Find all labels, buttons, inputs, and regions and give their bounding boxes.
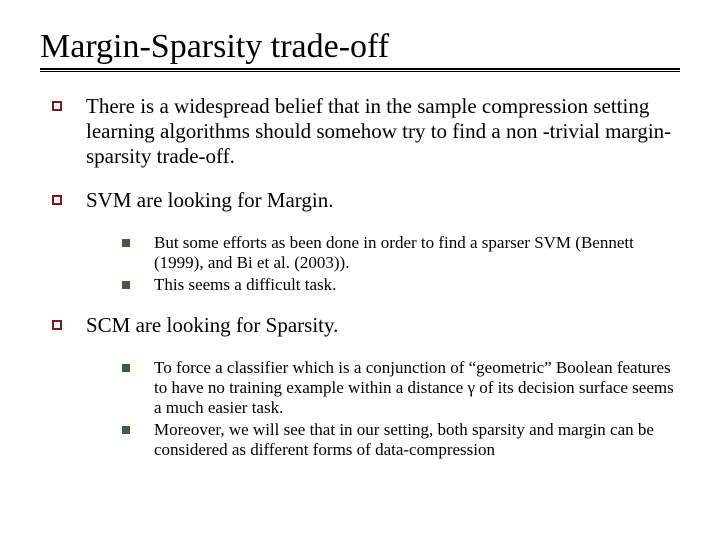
sub-bullet-text: Moreover, we will see that in our settin… xyxy=(154,420,680,460)
solid-square-icon xyxy=(122,364,130,372)
bullet-item: SCM are looking for Sparsity. xyxy=(40,313,680,338)
sub-bullet-text: To force a classifier which is a conjunc… xyxy=(154,358,680,418)
bullet-text: There is a widespread belief that in the… xyxy=(86,94,680,168)
bullet-text: SCM are looking for Sparsity. xyxy=(86,313,680,338)
sub-bullet-group: But some efforts as been done in order t… xyxy=(40,233,680,295)
hollow-square-icon xyxy=(52,195,62,205)
hollow-square-icon xyxy=(52,101,62,111)
slide-title: Margin-Sparsity trade-off xyxy=(40,28,680,66)
title-rule xyxy=(40,68,680,72)
bullet-text: SVM are looking for Margin. xyxy=(86,188,680,213)
solid-square-icon xyxy=(122,426,130,434)
solid-square-icon xyxy=(122,239,130,247)
solid-square-icon xyxy=(122,281,130,289)
hollow-square-icon xyxy=(52,320,62,330)
sub-bullet-group: To force a classifier which is a conjunc… xyxy=(40,358,680,460)
sub-bullet-item: This seems a difficult task. xyxy=(122,275,680,295)
bullet-item: There is a widespread belief that in the… xyxy=(40,94,680,168)
sub-bullet-text: This seems a difficult task. xyxy=(154,275,680,295)
sub-bullet-text: But some efforts as been done in order t… xyxy=(154,233,680,273)
sub-bullet-item: To force a classifier which is a conjunc… xyxy=(122,358,680,418)
sub-bullet-item: But some efforts as been done in order t… xyxy=(122,233,680,273)
bullet-item: SVM are looking for Margin. xyxy=(40,188,680,213)
sub-bullet-item: Moreover, we will see that in our settin… xyxy=(122,420,680,460)
